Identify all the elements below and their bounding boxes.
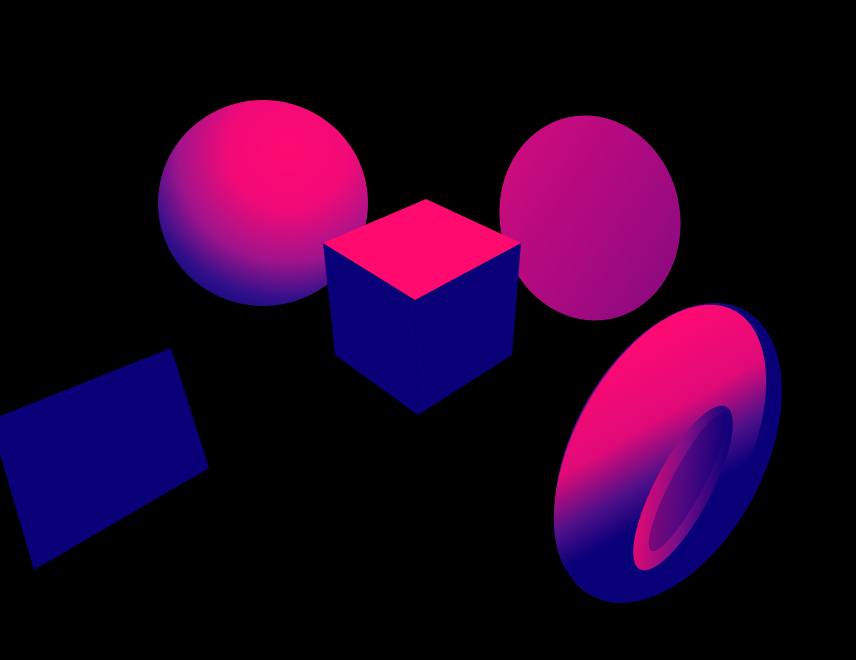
cube-object[interactable]	[323, 199, 521, 415]
cube-top-face	[323, 199, 521, 300]
cube-left-face	[323, 243, 418, 415]
plane-object[interactable]	[0, 348, 209, 570]
torus-outer-surface	[553, 304, 767, 596]
torus-object[interactable]	[507, 265, 829, 641]
ellipsoid-object[interactable]	[481, 99, 700, 338]
torus-hole-depth	[648, 412, 728, 552]
torus-hole	[633, 405, 733, 571]
sphere-object[interactable]	[158, 100, 368, 306]
cube-right-face	[415, 243, 521, 415]
